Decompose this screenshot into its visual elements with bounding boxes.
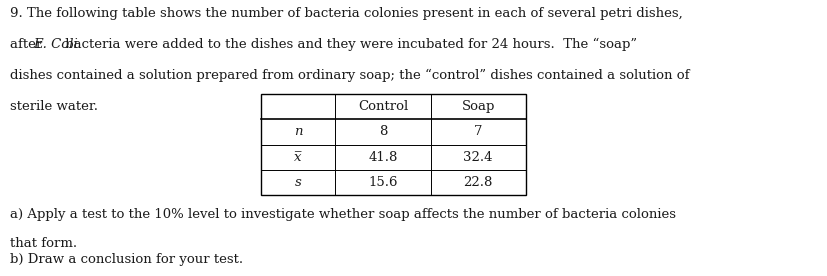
Text: bacteria were added to the dishes and they were incubated for 24 hours.  The “so: bacteria were added to the dishes and th… (61, 38, 637, 51)
Text: s: s (294, 176, 301, 189)
Text: 9. The following table shows the number of bacteria colonies present in each of : 9. The following table shows the number … (10, 7, 682, 20)
Text: Control: Control (357, 100, 408, 113)
Text: 41.8: 41.8 (368, 151, 397, 164)
Text: b) Draw a conclusion for your test.: b) Draw a conclusion for your test. (10, 253, 243, 266)
Text: 22.8: 22.8 (463, 176, 492, 189)
Text: 15.6: 15.6 (368, 176, 397, 189)
Text: Soap: Soap (461, 100, 495, 113)
Text: 32.4: 32.4 (463, 151, 492, 164)
Text: n: n (294, 125, 302, 139)
Text: dishes contained a solution prepared from ordinary soap; the “control” dishes co: dishes contained a solution prepared fro… (10, 69, 689, 82)
Text: sterile water.: sterile water. (10, 100, 98, 113)
Text: that form.: that form. (10, 237, 77, 250)
Text: 8: 8 (378, 125, 387, 139)
Text: E. Coli: E. Coli (34, 38, 79, 51)
Text: x̅: x̅ (294, 151, 302, 164)
Text: 7: 7 (473, 125, 482, 139)
Text: a) Apply a test to the 10% level to investigate whether soap affects the number : a) Apply a test to the 10% level to inve… (10, 208, 675, 221)
Text: after: after (10, 38, 46, 51)
Bar (261, 94, 525, 195)
